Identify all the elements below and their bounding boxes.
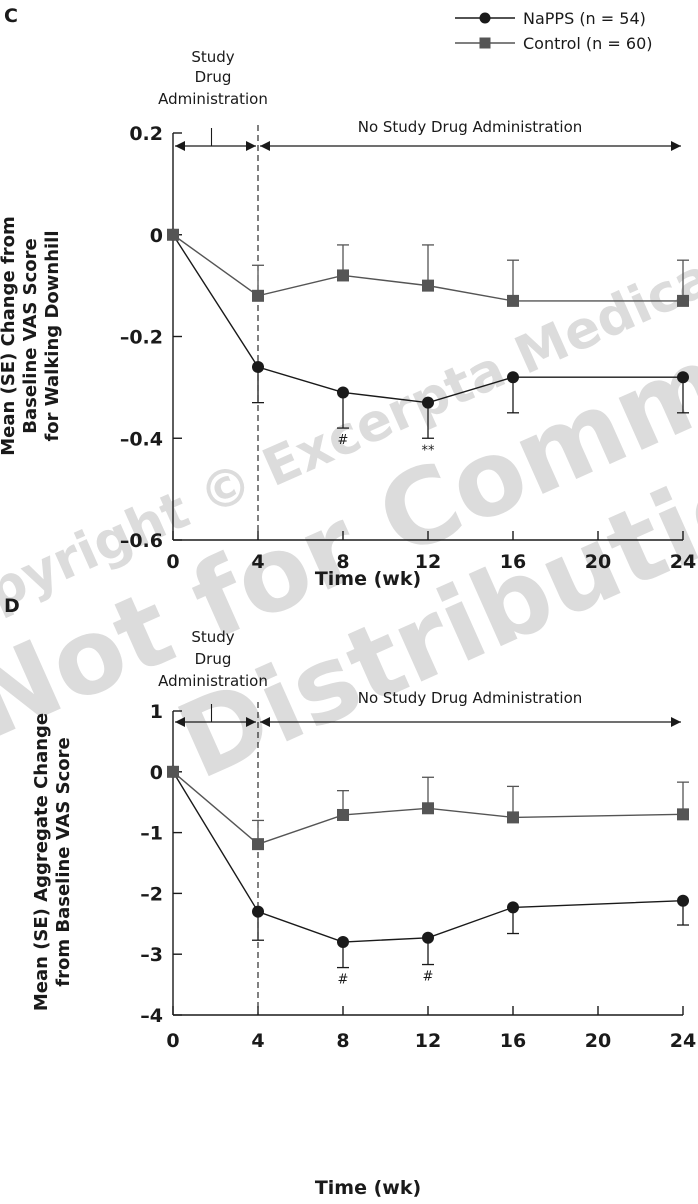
panel-c-followup-arrowhead-right — [671, 141, 681, 151]
panel-c-xtick-label-6: 24 — [670, 551, 696, 573]
panel-d-ytick-label-5: –4 — [140, 1005, 163, 1027]
panel-d-followup-note: No Study Drug Administration — [358, 689, 583, 707]
panel-d-xtick-label-6: 24 — [670, 1030, 696, 1052]
panel-c-series-2-point-4 — [507, 294, 519, 307]
panel-d-series-2-point-0 — [167, 765, 179, 778]
panel-d-series-1-point-2 — [337, 936, 349, 949]
panel-c-xtick-label-3: 12 — [415, 551, 441, 573]
legend-marker-2 — [479, 37, 491, 49]
panel-c-series-1-point-5 — [677, 371, 689, 384]
panel-c-followup-note: No Study Drug Administration — [358, 118, 583, 136]
panel-c-xtick-label-5: 20 — [585, 551, 611, 573]
legend: NaPPS (n = 54) Control (n = 60) — [455, 9, 652, 53]
panel-d-ytick-label-2: –1 — [140, 823, 163, 845]
panel-d-dosing-note-line-1: Study — [191, 628, 234, 646]
panel-c-followup-arrowhead-left — [260, 141, 270, 151]
panel-d-series-2-point-2 — [337, 808, 349, 821]
panel-d-dosing-note-line-2: Drug — [195, 650, 232, 668]
panel-d-series-1-line — [172, 771, 684, 943]
legend-label-1: NaPPS (n = 54) — [523, 9, 646, 28]
panel-c-series-1-point-2 — [337, 386, 349, 399]
panel-d-ytick-label-3: –2 — [140, 883, 163, 905]
panel-d-ytick-label-1: 0 — [150, 762, 163, 784]
panel-d-series-2-point-3 — [422, 802, 434, 815]
panel-d-followup-arrowhead-left — [260, 717, 270, 727]
panel-c-series-2-point-3 — [422, 279, 434, 292]
panel-c-series-2-point-2 — [337, 269, 349, 282]
panel-d-ytick-label-0: 1 — [150, 701, 163, 723]
panel-d-series-1-point-1 — [252, 905, 264, 918]
panel-d-series-2-point-1 — [252, 838, 264, 851]
panel-d-dosing-arrowhead-right — [246, 717, 256, 727]
panel-d-xtick-label-3: 12 — [415, 1030, 441, 1052]
panel-c-series-1-point-1 — [252, 361, 264, 374]
panel-d-xtick-label-0: 0 — [166, 1030, 179, 1052]
panel-c-xtick-label-2: 8 — [336, 551, 349, 573]
panel-c-y-axis-label-line-1: Mean (SE) Change from — [0, 216, 19, 456]
panel-c-y-axis-label-line-3: for Walking Downhill — [42, 230, 63, 441]
panel-c-xtick-label-1: 4 — [251, 551, 264, 573]
panel-d-xtick-label-5: 20 — [585, 1030, 611, 1052]
legend-label-2: Control (n = 60) — [523, 34, 652, 53]
panel-c-series-2-line — [172, 234, 683, 302]
panel-d-significance-2: # — [423, 970, 434, 985]
panel-c-ytick-label-0: 0.2 — [129, 123, 163, 145]
panel-c-series-1-point-3 — [422, 396, 434, 409]
panel-d-dosing-note-line-3: Administration — [158, 672, 268, 690]
panel-c-letter: C — [4, 5, 18, 27]
panel-c-significance-2: ** — [422, 443, 436, 458]
panel-c-series-2-point-5 — [677, 294, 689, 307]
panel-d-y-axis-label-line-2: from Baseline VAS Score — [53, 737, 74, 986]
panel-d-xtick-label-2: 8 — [336, 1030, 349, 1052]
panel-c-xtick-label-0: 0 — [166, 551, 179, 573]
panel-c-x-axis-label: Time (wk) — [315, 568, 421, 590]
panel-c-xtick-label-4: 16 — [500, 551, 526, 573]
panel-d-letter: D — [4, 595, 20, 617]
panel-c-dosing-arrowhead-right — [246, 141, 256, 151]
panel-d-dosing-arrowhead-left — [175, 717, 185, 727]
panel-d-xtick-label-1: 4 — [251, 1030, 264, 1052]
panel-c-ytick-label-4: –0.6 — [120, 530, 163, 552]
panel-c-ytick-label-3: –0.4 — [120, 428, 163, 450]
panel-d-x-axis-label: Time (wk) — [315, 1177, 421, 1199]
panel-c-dosing-note-line-3: Administration — [158, 90, 268, 108]
panel-c-dosing-arrowhead-left — [175, 141, 185, 151]
panel-d-series-2-point-5 — [677, 808, 689, 821]
panel-d-xtick-label-4: 16 — [500, 1030, 526, 1052]
panel-c-significance-1: # — [338, 433, 349, 448]
panel-d-series-1-point-5 — [677, 894, 689, 907]
panel-d-significance-1: # — [338, 973, 349, 988]
panel-c-ytick-label-2: –0.2 — [120, 327, 163, 349]
panel-c-series-2-point-0 — [167, 228, 179, 241]
panel-c-series-2-point-1 — [252, 289, 264, 302]
panel-c-y-axis-label-line-2: Baseline VAS Score — [20, 238, 41, 433]
watermark: Copyright © Excerpta Medica, Inc., 2Not … — [0, 158, 698, 803]
panel-d-series-2-line — [172, 771, 684, 845]
panel-d-series-1-point-3 — [422, 931, 434, 944]
panel-c-ytick-label-1: 0 — [150, 225, 163, 247]
panel-c-dosing-note-line-1: Study — [191, 48, 234, 66]
panel-d-series-2-point-4 — [507, 811, 519, 824]
panel-c-series-1-line — [172, 234, 683, 404]
panel-d-y-axis-label-line-1: Mean (SE) Aggregate Change — [31, 713, 52, 1011]
panel-d-ytick-label-4: –3 — [140, 944, 163, 966]
panel-c-series-1-point-4 — [507, 371, 519, 384]
panel-d-series-1-point-4 — [507, 901, 519, 914]
panel-c-dosing-note-line-2: Drug — [195, 68, 232, 86]
legend-marker-1 — [479, 12, 491, 24]
panel-d-followup-arrowhead-right — [671, 717, 681, 727]
